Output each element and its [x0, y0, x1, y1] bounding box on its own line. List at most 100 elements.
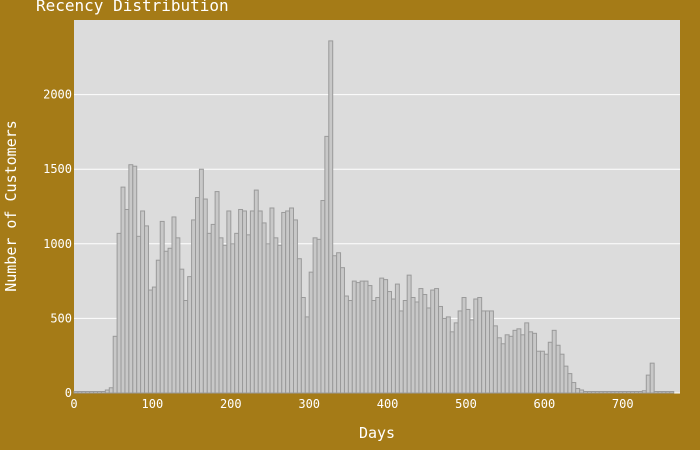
- histogram-bar: [379, 277, 385, 394]
- histogram-bar: [637, 391, 643, 394]
- histogram-bar: [438, 305, 443, 394]
- histogram-bar: [171, 216, 177, 394]
- histogram-bar: [316, 238, 322, 394]
- histogram-bar: [606, 391, 612, 394]
- histogram-bar: [89, 391, 95, 394]
- histogram-bar: [441, 317, 447, 394]
- y-tick-label: 0: [65, 386, 72, 400]
- histogram-bar: [289, 207, 295, 394]
- histogram-bar: [73, 391, 79, 394]
- histogram-bar: [516, 328, 522, 394]
- histogram-bar: [622, 391, 628, 394]
- histogram-bar: [104, 389, 110, 394]
- histogram-bar: [355, 282, 361, 394]
- histogram-bar: [97, 391, 102, 394]
- histogram-bar: [555, 344, 561, 394]
- histogram-bar: [449, 331, 455, 394]
- histogram-bar: [144, 225, 149, 394]
- histogram-bar: [661, 391, 667, 394]
- histogram-bar: [179, 268, 185, 394]
- histogram-bar: [202, 198, 208, 394]
- histogram-bar: [120, 186, 126, 394]
- histogram-bar: [293, 219, 298, 394]
- histogram-bar: [191, 219, 197, 394]
- histogram-bar: [469, 319, 475, 394]
- histogram-bar: [312, 237, 318, 394]
- histogram-bar: [653, 391, 659, 394]
- x-tick-label: 300: [298, 397, 320, 411]
- histogram-bar: [183, 299, 189, 394]
- histogram-bar: [547, 341, 553, 394]
- histogram-bar: [536, 350, 541, 394]
- histogram-bar: [285, 210, 291, 394]
- histogram-bar: [492, 325, 498, 394]
- histogram-bar: [426, 307, 432, 394]
- histogram-bar: [85, 391, 91, 394]
- y-axis-label: Number of Customers: [2, 120, 20, 292]
- histogram-bar: [167, 247, 173, 394]
- histogram-bar: [473, 298, 479, 394]
- histogram-bar: [571, 382, 577, 394]
- histogram-bar: [630, 391, 636, 394]
- histogram-bar: [410, 297, 416, 394]
- histogram-bar: [453, 322, 459, 394]
- histogram-bar: [112, 335, 118, 394]
- histogram-bar: [614, 391, 620, 394]
- histogram-bar: [500, 343, 506, 394]
- x-tick-label: 100: [142, 397, 164, 411]
- histogram-bar: [414, 301, 420, 394]
- histogram-bar: [485, 310, 490, 394]
- histogram-bar: [618, 391, 624, 394]
- x-tick-label: 200: [220, 397, 242, 411]
- histogram-bar: [206, 232, 212, 394]
- histogram-bar: [465, 308, 471, 394]
- histogram-bar: [528, 331, 534, 394]
- histogram-bar: [430, 289, 436, 394]
- histogram-bar: [575, 388, 581, 394]
- histogram-bar: [234, 232, 240, 394]
- histogram-bar: [669, 391, 675, 394]
- x-axis-label: Days: [359, 424, 395, 442]
- histogram-bar: [277, 244, 283, 394]
- y-tick-label: 1500: [43, 162, 72, 176]
- histogram-bar: [347, 299, 353, 394]
- histogram-bar: [488, 310, 494, 394]
- y-tick-label: 2000: [43, 88, 72, 102]
- histogram-bar: [320, 200, 326, 394]
- bars: [73, 40, 675, 394]
- histogram-bar: [124, 208, 130, 394]
- histogram-bar: [300, 297, 306, 394]
- y-tick-label: 500: [50, 311, 72, 325]
- histogram-bar: [641, 390, 647, 394]
- histogram-bar: [296, 258, 302, 394]
- histogram-bar: [590, 391, 596, 394]
- histogram-bar: [367, 285, 373, 394]
- histogram-bar: [226, 210, 232, 394]
- histogram-bar: [445, 316, 451, 394]
- histogram-bar: [159, 220, 165, 394]
- histogram-bar: [532, 332, 538, 394]
- histogram-bar: [198, 168, 204, 394]
- histogram-bar: [434, 288, 440, 394]
- histogram-bar: [257, 210, 263, 394]
- histogram-bar: [657, 391, 663, 394]
- x-tick-label: 400: [377, 397, 399, 411]
- y-tick-label: 1000: [43, 237, 72, 251]
- histogram-bar: [391, 298, 396, 394]
- histogram-bar: [477, 297, 483, 394]
- histogram-bar: [328, 40, 334, 394]
- histogram-bar: [394, 283, 400, 394]
- histogram-bar: [140, 210, 146, 394]
- histogram-bar: [598, 391, 604, 394]
- histogram-bar: [214, 191, 220, 394]
- histogram-bar: [398, 310, 404, 394]
- histogram-bar: [238, 208, 244, 394]
- histogram-bar: [579, 389, 585, 394]
- histogram-bar: [128, 164, 134, 394]
- histogram-bar: [457, 310, 463, 394]
- histogram-bar: [626, 391, 632, 394]
- histogram-bar: [242, 210, 247, 394]
- histogram-bar: [539, 350, 545, 394]
- histogram-bar: [155, 259, 161, 394]
